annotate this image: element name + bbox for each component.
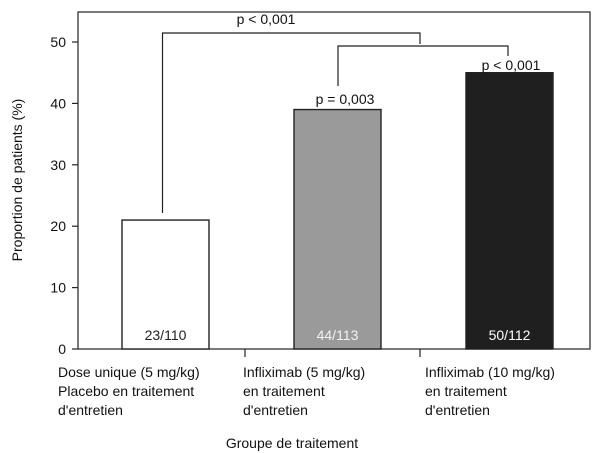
x-axis-label: Groupe de traitement [226,435,358,451]
bar [121,219,210,350]
y-tick-label: 20 [50,218,66,234]
x-category-label: en traitement [243,383,325,399]
x-category-label: Dose unique (5 mg/kg) [58,364,200,380]
y-axis-label: Proportion de patients (%) [9,99,25,262]
bar [465,71,554,350]
x-category-label: d'entretien [58,402,123,418]
x-category-label: d'entretien [243,402,308,418]
x-category-label: Placebo en traitement [58,383,194,399]
y-tick-label: 10 [50,280,66,296]
significance-bracket [337,45,509,86]
x-category-label: Infliximab (5 mg/kg) [243,364,365,380]
y-tick-label: 30 [50,157,66,173]
x-category-label: Infliximab (10 mg/kg) [425,364,555,380]
bar-value-label: 44/113 [317,327,359,343]
p-value-annotation: p < 0,001 [237,11,296,27]
x-category-label: en traitement [425,383,507,399]
y-tick-label: 0 [58,341,66,357]
y-tick-label: 50 [50,34,66,50]
bar [293,108,382,350]
significance-bracket [161,32,421,214]
p-value-annotation: p < 0,001 [482,57,541,73]
y-tick-label: 40 [50,95,66,111]
bar-value-label: 23/110 [145,327,187,343]
x-category-label: d'entretien [425,402,490,418]
bar-value-label: 50/112 [489,327,531,343]
p-value-annotation: p = 0,003 [316,91,375,107]
